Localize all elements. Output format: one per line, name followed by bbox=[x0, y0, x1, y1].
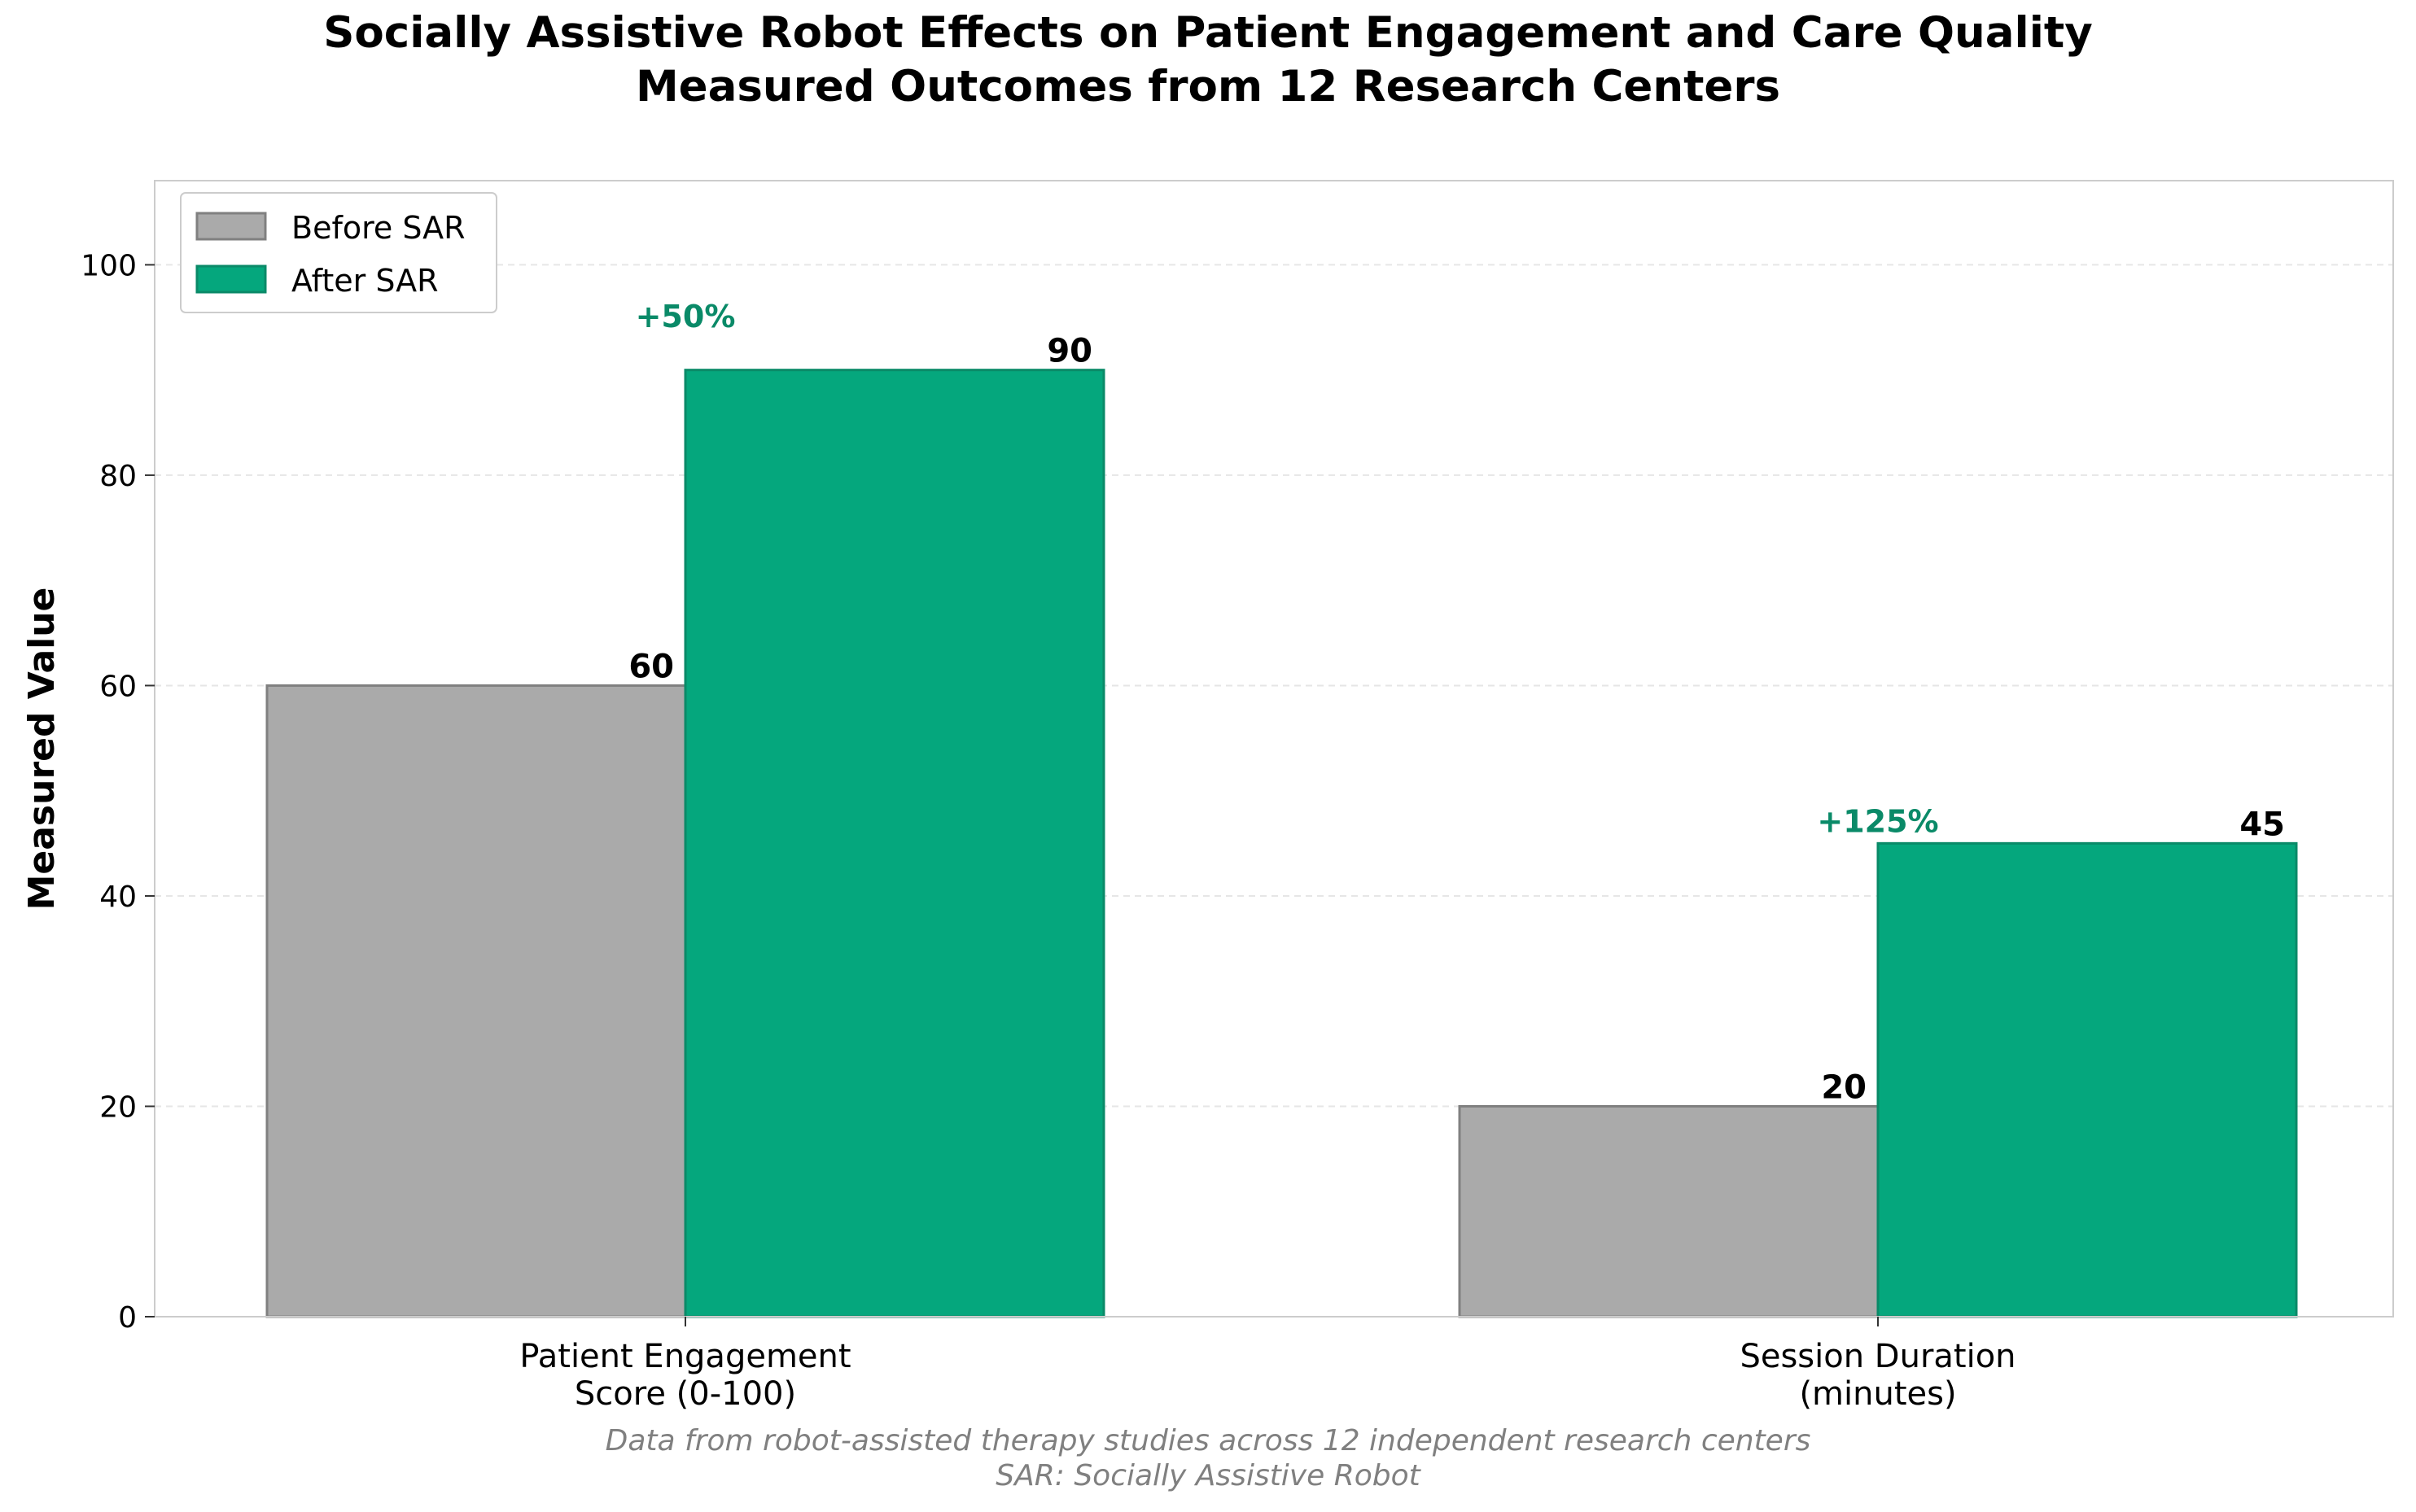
change-annotation: +50% bbox=[636, 299, 736, 334]
legend: Before SAR After SAR bbox=[180, 192, 497, 313]
y-tick-label: 40 bbox=[99, 881, 137, 914]
footnote-2: SAR: Socially Assistive Robot bbox=[996, 1459, 1421, 1492]
x-tick-label: Patient Engagement bbox=[519, 1338, 851, 1375]
y-tick-label: 80 bbox=[99, 460, 137, 493]
bar-before-1 bbox=[1458, 1104, 1880, 1318]
x-tick-label: Session Duration bbox=[1740, 1338, 2016, 1375]
bar-before-0 bbox=[265, 684, 687, 1318]
y-tick-label: 100 bbox=[81, 249, 137, 282]
legend-swatch-after bbox=[195, 264, 267, 294]
legend-swatch-before bbox=[195, 212, 267, 241]
bar-after-0 bbox=[684, 369, 1105, 1318]
bar-value-label: 20 bbox=[1821, 1068, 1867, 1106]
change-annotation: +125% bbox=[1817, 803, 1938, 839]
plot-frame bbox=[154, 180, 2394, 1318]
value-labels: 60 20 90 45 +50% +125% bbox=[628, 299, 2285, 1106]
bar-value-label: 90 bbox=[1047, 333, 1092, 370]
x-tick-label: (minutes) bbox=[1799, 1375, 1956, 1413]
bar-value-label: 45 bbox=[2239, 806, 2285, 843]
grid-lines bbox=[155, 264, 2393, 1108]
bar-value-label: 60 bbox=[628, 648, 674, 685]
x-tick-label: Score (0-100) bbox=[575, 1375, 796, 1413]
y-tick-label: 0 bbox=[118, 1301, 137, 1335]
y-tick-label: 20 bbox=[99, 1090, 137, 1124]
bar-after-1 bbox=[1876, 841, 2298, 1318]
bars bbox=[265, 369, 2298, 1318]
chart-subtitle: Measured Outcomes from 12 Research Cente… bbox=[636, 62, 1780, 111]
y-tick-label: 60 bbox=[99, 670, 137, 703]
chart-title: Socially Assistive Robot Effects on Pati… bbox=[323, 8, 2093, 58]
legend-label-before: Before SAR bbox=[291, 210, 466, 246]
legend-label-after: After SAR bbox=[291, 263, 439, 299]
y-axis-label: Measured Value bbox=[21, 588, 63, 911]
footnote-1: Data from robot-assisted therapy studies… bbox=[606, 1424, 1811, 1457]
